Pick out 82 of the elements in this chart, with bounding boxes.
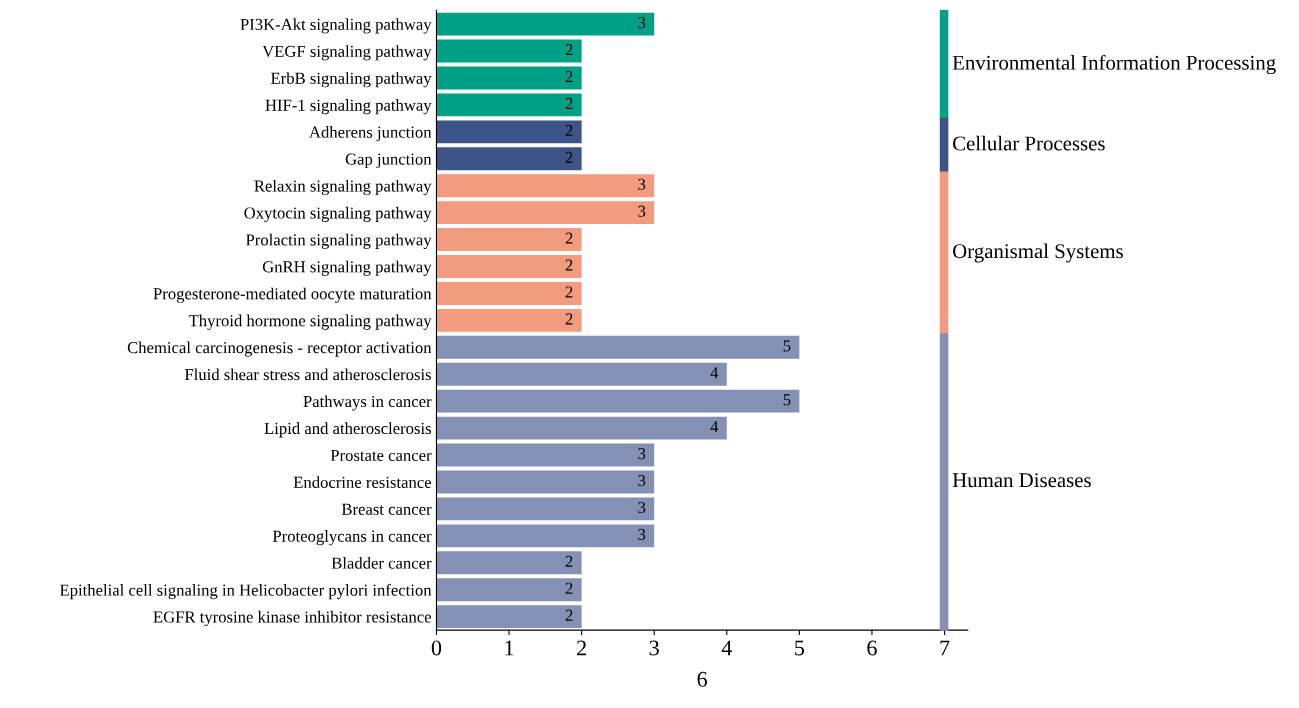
bar [436, 389, 800, 413]
y-tick-label: Lipid and atherosclerosis [264, 422, 431, 438]
bar [436, 281, 582, 305]
x-tick-label: 7 [940, 640, 950, 656]
bar [436, 362, 727, 386]
data-label: 2 [565, 609, 573, 621]
bar [436, 470, 655, 494]
y-tick-label: Oxytocin signaling pathway [244, 206, 432, 223]
data-label: 4 [710, 367, 719, 379]
bar [436, 39, 582, 63]
data-label: 3 [638, 17, 646, 29]
x-tick-label: 4 [721, 640, 732, 656]
data-label: 2 [565, 555, 573, 567]
bar [436, 201, 655, 225]
y-tick-label: HIF-1 signaling pathway [265, 99, 432, 115]
y-tick-label: Thyroid hormone signaling pathway [188, 314, 432, 330]
y-tick-label: Bladder cancer [331, 557, 432, 569]
bar [436, 308, 582, 332]
bar [436, 335, 800, 359]
data-label: 4 [710, 421, 719, 433]
y-tick-label: GnRH signaling pathway [262, 260, 432, 276]
text: Organismal Systems [953, 243, 1123, 263]
data-label: 3 [638, 205, 646, 217]
data-label: 2 [565, 582, 573, 594]
y-tick-label: ErbB signaling pathway [271, 72, 432, 88]
x-tick-label: 2 [577, 640, 586, 656]
bar [436, 255, 582, 278]
data-label: 3 [638, 501, 646, 514]
bar [436, 443, 655, 467]
x-tick-label: 6 [867, 640, 877, 656]
y-tick-label: VEGF signaling pathway [262, 45, 432, 61]
bar [436, 416, 727, 440]
y-tick-label: Pathways in cancer [303, 395, 432, 411]
text: Human Diseases [952, 473, 1091, 488]
text: Environmental Information Processing [952, 54, 1276, 75]
text: Cellular Processes [953, 135, 1105, 151]
data-label: 2 [565, 286, 573, 298]
bar [436, 551, 582, 575]
y-tick-label: Adherens junction [309, 126, 432, 142]
y-tick-label: Breast cancer [341, 503, 432, 515]
bar [436, 93, 582, 117]
data-label: 3 [638, 528, 646, 541]
data-label: 2 [565, 97, 573, 109]
data-label: 2 [565, 313, 573, 325]
data-label: 3 [638, 474, 646, 487]
bar [436, 228, 582, 252]
y-tick-label: Prostate cancer [330, 449, 432, 461]
data-label: 2 [565, 124, 573, 136]
data-label: 5 [783, 340, 791, 352]
bar [436, 524, 655, 548]
bar [436, 120, 582, 144]
x-tick-label: 5 [795, 640, 805, 656]
x-tick-label: 1 [505, 640, 514, 656]
bar [436, 66, 582, 90]
y-tick-label: PI3K-Akt signaling pathway [240, 18, 432, 34]
data-label: 2 [565, 151, 573, 163]
data-label: 2 [565, 43, 573, 56]
y-tick-label: EGFR tyrosine kinase inhibitor resistance [153, 610, 432, 627]
bar [436, 497, 655, 521]
x-axis-title: 6 [697, 671, 707, 687]
y-tick-label: Endocrine resistance [293, 476, 432, 488]
bar [436, 174, 655, 198]
y-tick-label: Proteoglycans in cancer [272, 530, 432, 546]
y-tick-label: Relaxin signaling pathway [254, 179, 432, 196]
data-label: 3 [638, 178, 646, 190]
bar [436, 578, 582, 602]
y-tick-label: Progesterone-mediated oocyte maturation [153, 287, 432, 303]
data-label: 5 [783, 394, 791, 406]
data-label: 2 [565, 232, 573, 244]
y-tick-label: Chemical carcinogenesis - receptor activation [127, 341, 432, 357]
bar [436, 605, 582, 629]
data-label: 2 [565, 259, 573, 271]
y-tick-label: Prolactin signaling pathway [246, 233, 432, 249]
x-tick-label: 0 [431, 640, 442, 656]
y-tick-label: Epithelial cell signaling in Helicobacter pylori infection [59, 583, 432, 600]
data-label: 2 [565, 70, 573, 82]
x-tick-label: 3 [649, 640, 659, 656]
data-label: 3 [638, 448, 646, 460]
bar [436, 12, 655, 36]
bar [436, 147, 582, 171]
y-tick-label: Fluid shear stress and atherosclerosis [184, 368, 431, 381]
y-tick-label: Gap junction [345, 153, 432, 169]
